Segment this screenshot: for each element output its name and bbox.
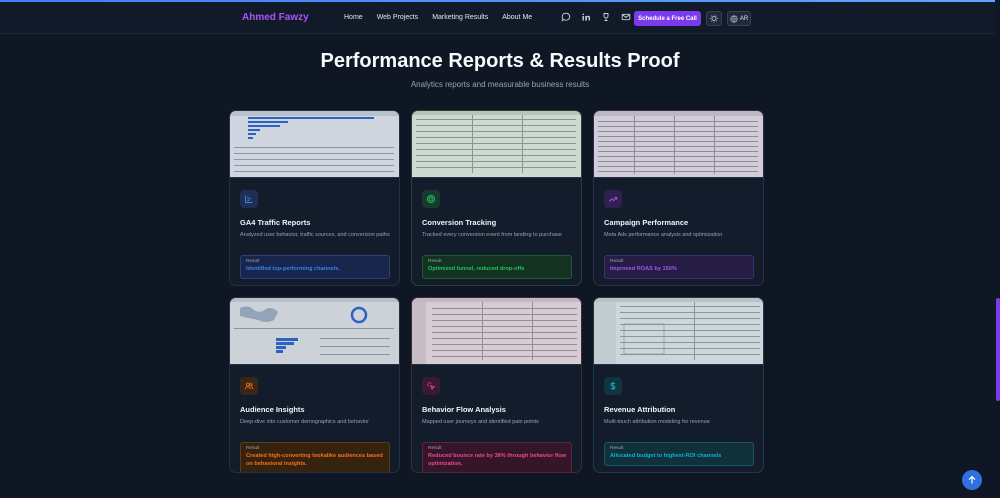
result-text: Reduced bounce rate by 38% through behav…	[428, 453, 567, 467]
result-box: Result Allocated budget to highest-ROI c…	[604, 442, 754, 466]
card-title: Audience Insights	[240, 405, 305, 414]
result-text: Optimized funnel, reduced drop-offs	[428, 266, 525, 272]
result-label: Result	[246, 446, 260, 451]
main-nav: Home Web Projects Marketing Results Abou…	[344, 14, 532, 21]
chat-icon[interactable]	[561, 12, 571, 22]
report-card-campaign[interactable]: Campaign Performance Meta Ads performanc…	[593, 110, 764, 286]
card-title: Behavior Flow Analysis	[422, 405, 506, 414]
bar-chart-icon	[240, 190, 258, 208]
scrollbar-thumb[interactable]	[996, 298, 1000, 401]
card-body: Behavior Flow Analysis Mapped user journ…	[412, 364, 581, 472]
sun-icon	[710, 14, 718, 23]
card-title: GA4 Traffic Reports	[240, 218, 311, 227]
card-title: Revenue Attribution	[604, 405, 676, 414]
card-description: Multi-touch attribution modeling for rev…	[604, 419, 710, 425]
language-toggle-button[interactable]: AR	[727, 11, 751, 26]
result-label: Result	[428, 259, 442, 264]
card-body: GA4 Traffic Reports Analyzed user behavi…	[230, 177, 399, 285]
schedule-call-button[interactable]: Schedule a Free Call	[634, 11, 701, 26]
card-body: Campaign Performance Meta Ads performanc…	[594, 177, 763, 285]
nav-marketing-results[interactable]: Marketing Results	[432, 14, 489, 21]
language-label: AR	[739, 15, 749, 22]
report-screenshot[interactable]	[412, 298, 581, 364]
top-accent-line	[0, 0, 1000, 2]
target-icon	[422, 190, 440, 208]
card-description: Mapped user journeys and identified pain…	[422, 419, 539, 425]
report-screenshot[interactable]	[594, 298, 763, 364]
top-navigation-bar: Ahmed Fawzy Home Web Projects Marketing …	[0, 2, 1000, 34]
report-card-ga4[interactable]: GA4 Traffic Reports Analyzed user behavi…	[229, 110, 400, 286]
mail-icon[interactable]	[621, 12, 631, 22]
nav-about-me[interactable]: About Me	[502, 14, 533, 21]
card-body: Conversion Tracking Tracked every conver…	[412, 177, 581, 285]
result-box: Result Reduced bounce rate by 38% throug…	[422, 442, 572, 472]
report-screenshot[interactable]	[230, 111, 399, 177]
card-body: Revenue Attribution Multi-touch attribut…	[594, 364, 763, 472]
result-label: Result	[428, 446, 442, 451]
nav-web-projects[interactable]: Web Projects	[376, 14, 419, 21]
section-title: Performance Reports & Results Proof	[320, 50, 680, 72]
card-description: Deep-dive into customer demographics and…	[240, 419, 370, 425]
result-box: Result Created high-converting lookalike…	[240, 442, 390, 472]
scrollbar-track[interactable]	[995, 0, 1000, 498]
brand-logo[interactable]: Ahmed Fawzy	[242, 12, 309, 23]
result-label: Result	[610, 259, 624, 264]
social-icons	[561, 12, 631, 22]
nav-home[interactable]: Home	[344, 14, 363, 21]
click-icon	[422, 377, 440, 395]
globe-icon	[730, 14, 738, 23]
result-text: Created high-converting lookalike audien…	[246, 453, 383, 467]
section-subtitle: Analytics reports and measurable busines…	[410, 80, 590, 89]
report-screenshot[interactable]	[412, 111, 581, 177]
result-box: Result Identified top-performing channel…	[240, 255, 390, 279]
card-description: Meta Ads performance analysis and optimi…	[604, 232, 723, 238]
result-text: Allocated budget to highest-ROI channels	[610, 453, 722, 459]
result-label: Result	[246, 259, 260, 264]
result-box: Result Improved ROAS by 150%	[604, 255, 754, 279]
arrow-up-icon	[968, 475, 976, 484]
report-card-audience[interactable]: Audience Insights Deep-dive into custome…	[229, 297, 400, 473]
users-icon	[240, 377, 258, 395]
result-text: Improved ROAS by 150%	[610, 266, 677, 272]
linkedin-icon[interactable]	[581, 12, 591, 22]
card-description: Analyzed user behavior, traffic sources,…	[240, 232, 390, 238]
trending-up-icon	[604, 190, 622, 208]
report-screenshot[interactable]	[594, 111, 763, 177]
theme-toggle-button[interactable]	[706, 11, 722, 26]
report-card-conversion[interactable]: Conversion Tracking Tracked every conver…	[411, 110, 582, 286]
scroll-to-top-button[interactable]	[962, 470, 982, 490]
report-screenshot[interactable]	[230, 298, 399, 364]
card-title: Conversion Tracking	[422, 218, 497, 227]
dollar-icon	[604, 377, 622, 395]
result-text: Identified top-performing channels.	[246, 266, 340, 272]
card-body: Audience Insights Deep-dive into custome…	[230, 364, 399, 472]
report-card-behavior[interactable]: Behavior Flow Analysis Mapped user journ…	[411, 297, 582, 473]
report-card-revenue[interactable]: Revenue Attribution Multi-touch attribut…	[593, 297, 764, 473]
card-description: Tracked every conversion event from land…	[422, 232, 562, 238]
card-title: Campaign Performance	[604, 218, 689, 227]
trophy-icon[interactable]	[601, 12, 611, 22]
result-box: Result Optimized funnel, reduced drop-of…	[422, 255, 572, 279]
result-label: Result	[610, 446, 624, 451]
